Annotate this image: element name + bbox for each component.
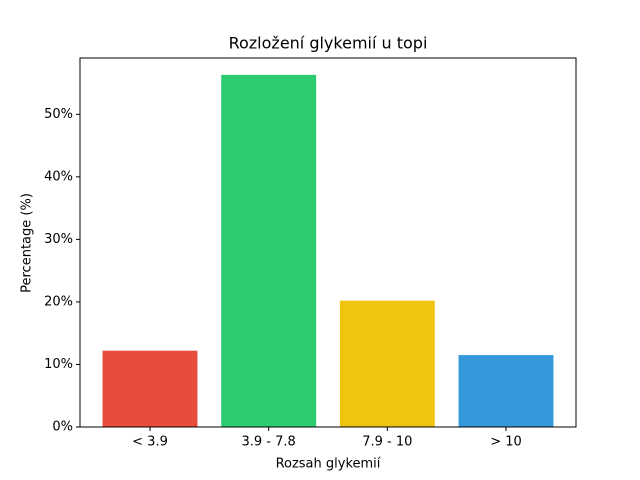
y-tick-label: 40% (44, 169, 73, 184)
y-tick-label: 10% (44, 357, 73, 372)
y-tick-label: 0% (52, 420, 73, 435)
chart-title: Rozložení glykemií u topi (229, 34, 428, 53)
y-axis-label: Percentage (%) (20, 193, 35, 293)
x-tick-label: 3.9 - 7.8 (242, 435, 296, 450)
x-tick-label: < 3.9 (132, 435, 168, 450)
bar (221, 74, 317, 427)
x-tick-label: > 10 (490, 435, 522, 450)
y-tick-label: 30% (44, 232, 73, 247)
x-axis-label: Rozsah glykemií (276, 457, 381, 472)
y-tick-label: 20% (44, 294, 73, 309)
bar (339, 300, 435, 427)
y-tick-label: 50% (44, 107, 73, 122)
bar (102, 350, 198, 427)
bar (458, 355, 554, 427)
x-tick-label: 7.9 - 10 (362, 435, 412, 450)
plot-frame (79, 57, 577, 428)
